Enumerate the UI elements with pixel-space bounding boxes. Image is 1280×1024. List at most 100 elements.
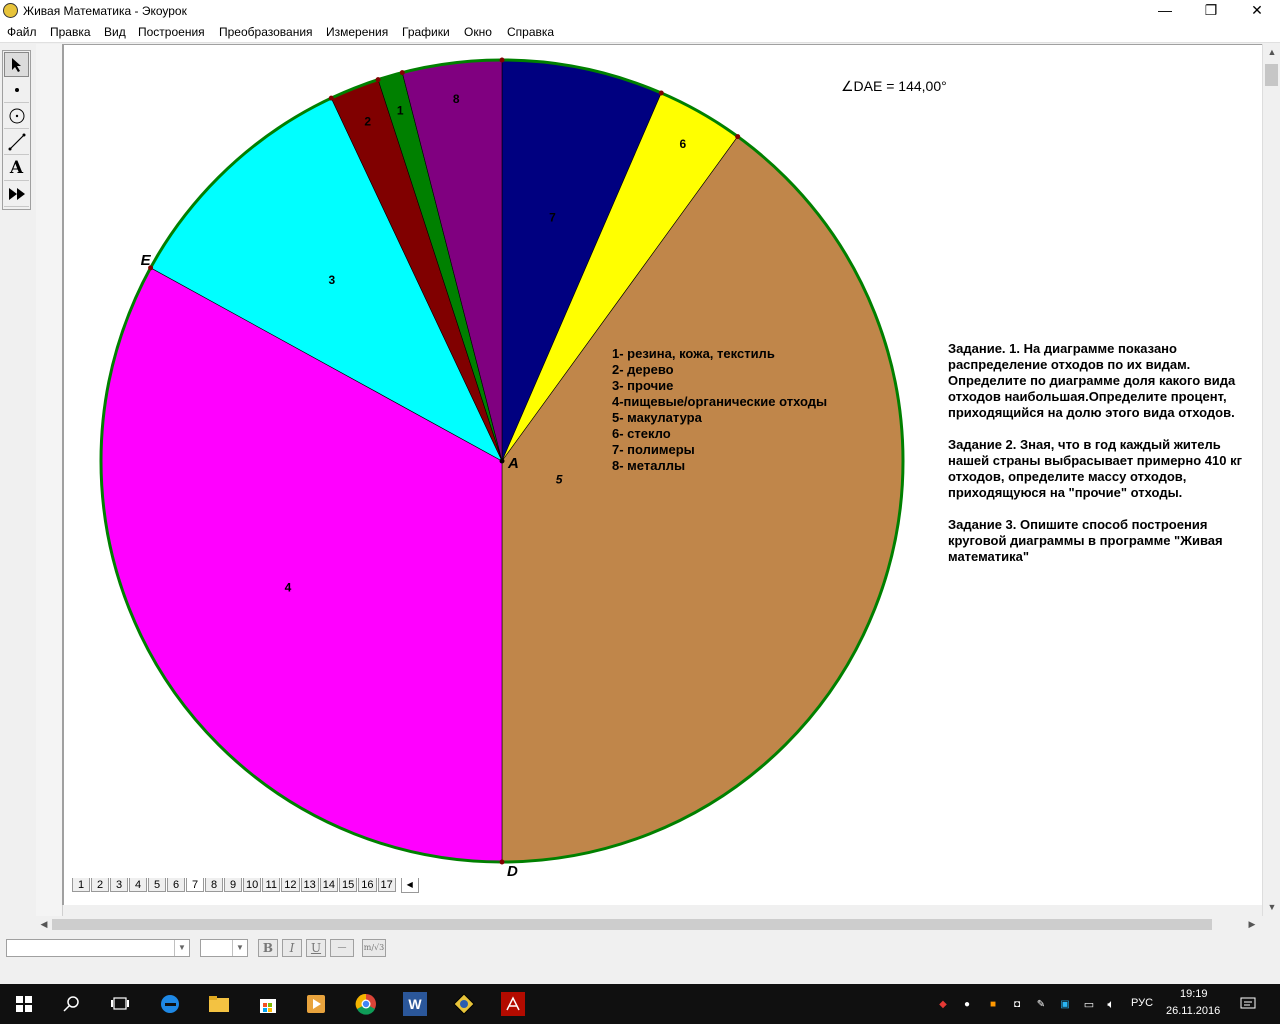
symbol-button[interactable]: — xyxy=(330,939,354,957)
page-tab-3[interactable]: 3 xyxy=(110,878,128,892)
circle-icon xyxy=(9,108,24,124)
window-title: Живая Математика - Экоурок xyxy=(23,4,187,18)
legend-item: 2- дерево xyxy=(612,362,674,377)
page-tab-11[interactable]: 11 xyxy=(262,878,281,892)
pdf-reader-icon[interactable] xyxy=(501,992,525,1016)
tray-app-icon[interactable]: ▣ xyxy=(1060,998,1070,1010)
notifications-icon[interactable] xyxy=(1236,992,1260,1016)
compass-tool[interactable] xyxy=(4,104,29,129)
vertical-scroll-thumb[interactable] xyxy=(1265,64,1278,86)
legend[interactable]: 1- резина, кожа, текстиль 2- дерево 3- п… xyxy=(612,346,827,474)
menu-constructions[interactable]: Построения xyxy=(138,25,205,39)
scroll-down-icon[interactable]: ▼ xyxy=(1267,902,1277,912)
page-tab-14[interactable]: 14 xyxy=(319,878,338,892)
menu-window[interactable]: Окно xyxy=(464,25,492,39)
page-tab-15[interactable]: 15 xyxy=(339,878,358,892)
page-tab-5[interactable]: 5 xyxy=(148,878,166,892)
arrow-icon xyxy=(11,57,21,72)
tray-app-icon[interactable]: ■ xyxy=(989,998,997,1010)
tray-app-icon[interactable]: ● xyxy=(963,998,971,1010)
task-3: Задание 3. Опишите способ построения кру… xyxy=(948,517,1223,564)
title-bar: Живая Математика - Экоурок — ❐ ✕ xyxy=(0,0,1280,22)
page-tab-7[interactable]: 7 xyxy=(186,878,204,892)
network-icon[interactable]: ▭ xyxy=(1083,998,1095,1011)
angle-measurement[interactable]: ∠DAE = 144,00° xyxy=(841,78,947,94)
language-indicator[interactable]: РУС xyxy=(1131,997,1154,1009)
tray-app-icon[interactable]: ✎ xyxy=(1036,998,1046,1010)
page-tab-16[interactable]: 16 xyxy=(358,878,377,892)
arrow-tool[interactable] xyxy=(4,52,29,77)
menu-file[interactable]: Файл xyxy=(7,25,37,39)
horizontal-scroll-thumb[interactable] xyxy=(52,919,1212,930)
restore-button[interactable]: ❐ xyxy=(1204,2,1218,18)
page-tab-6[interactable]: 6 xyxy=(167,878,185,892)
underline-button[interactable]: U xyxy=(306,939,326,957)
app-icon xyxy=(3,3,18,18)
page-tab-10[interactable]: 10 xyxy=(243,878,262,892)
text-tool[interactable]: A xyxy=(4,156,29,181)
legend-item: 5- макулатура xyxy=(612,410,702,425)
page-tab-17[interactable]: 17 xyxy=(377,878,396,892)
search-icon[interactable] xyxy=(60,992,84,1016)
custom-tool[interactable] xyxy=(4,182,29,207)
page-tab-9[interactable]: 9 xyxy=(224,878,242,892)
chrome-icon[interactable] xyxy=(354,992,378,1016)
legend-item: 3- прочие xyxy=(612,378,674,393)
word-icon[interactable]: W xyxy=(403,992,427,1016)
page-tab-2[interactable]: 2 xyxy=(91,878,109,892)
vertical-scrollbar[interactable]: ▲ ▼ xyxy=(1262,44,1280,916)
page-tab-8[interactable]: 8 xyxy=(205,878,223,892)
straightedge-tool[interactable] xyxy=(4,130,29,155)
menu-graphs[interactable]: Графики xyxy=(402,25,450,39)
legend-item: 7- полимеры xyxy=(612,442,695,457)
store-icon[interactable] xyxy=(256,992,280,1016)
left-margin-strip xyxy=(36,44,63,916)
page-tab-12[interactable]: 12 xyxy=(281,878,300,892)
font-family-select[interactable]: ▼ xyxy=(6,939,190,957)
page-tabs: 1 2 3 4 5 6 7 8 9 10 11 12 13 14 15 16 1… xyxy=(72,878,419,894)
page-tab-4[interactable]: 4 xyxy=(129,878,147,892)
menu-view[interactable]: Вид xyxy=(104,25,126,39)
legend-item: 1- резина, кожа, текстиль xyxy=(612,346,775,361)
font-size-select[interactable]: ▼ xyxy=(200,939,248,957)
edge-browser-icon[interactable] xyxy=(158,992,182,1016)
menu-edit[interactable]: Правка xyxy=(50,25,91,39)
legend-item: 6- стекло xyxy=(612,426,671,441)
task-2: Задание 2. Зная, что в год каждый житель… xyxy=(948,437,1242,500)
legend-item: 4-пищевые/органические отходы xyxy=(612,394,828,409)
scroll-left-icon[interactable]: ◀ xyxy=(40,919,48,929)
italic-button[interactable]: I xyxy=(282,939,302,957)
bold-button[interactable]: B xyxy=(258,939,278,957)
chevron-down-icon: ▼ xyxy=(174,940,189,956)
file-explorer-icon[interactable] xyxy=(207,992,231,1016)
clock-date[interactable]: 26.11.2016 xyxy=(1166,1005,1221,1017)
menu-measurements[interactable]: Измерения xyxy=(326,25,389,39)
task-view-icon[interactable] xyxy=(108,992,132,1016)
page-tab-1[interactable]: 1 xyxy=(72,878,90,892)
tray-app-icon[interactable]: ◘ xyxy=(1013,998,1021,1010)
scroll-up-icon[interactable]: ▲ xyxy=(1267,47,1277,57)
tab-scroll-left-button[interactable]: ◀ xyxy=(400,878,419,893)
close-button[interactable]: ✕ xyxy=(1251,2,1263,18)
menu-help[interactable]: Справка xyxy=(507,25,555,39)
minimize-button[interactable]: — xyxy=(1158,2,1172,18)
toolbox: A xyxy=(2,50,31,210)
volume-icon[interactable]: 🔈︎ xyxy=(1107,996,1115,1011)
scroll-right-icon[interactable]: ▶ xyxy=(1248,919,1256,929)
horizontal-scrollbar[interactable]: ◀ ▶ xyxy=(36,916,1262,933)
media-player-icon[interactable] xyxy=(304,992,328,1016)
windows-start-icon[interactable] xyxy=(12,992,36,1016)
text-format-bar: ▼ ▼ B I U — m/√3 xyxy=(0,934,1280,964)
point-tool[interactable] xyxy=(4,78,29,103)
live-math-app-icon[interactable] xyxy=(452,992,476,1016)
clock-time[interactable]: 19:19 xyxy=(1180,988,1208,1000)
task-text-box[interactable]: Задание. 1. На диаграмме показано распре… xyxy=(948,341,1253,581)
menu-transformations[interactable]: Преобразования xyxy=(219,25,313,39)
legend-item: 8- металлы xyxy=(612,458,686,473)
menu-bar: Файл Правка Вид Построения Преобразовани… xyxy=(0,22,1280,43)
page-tab-13[interactable]: 13 xyxy=(300,878,319,892)
text-tool-icon: A xyxy=(9,158,24,178)
antivirus-tray-icon[interactable]: ◆ xyxy=(939,998,947,1010)
math-format-button[interactable]: m/√3 xyxy=(362,939,386,957)
point-icon xyxy=(14,88,19,92)
